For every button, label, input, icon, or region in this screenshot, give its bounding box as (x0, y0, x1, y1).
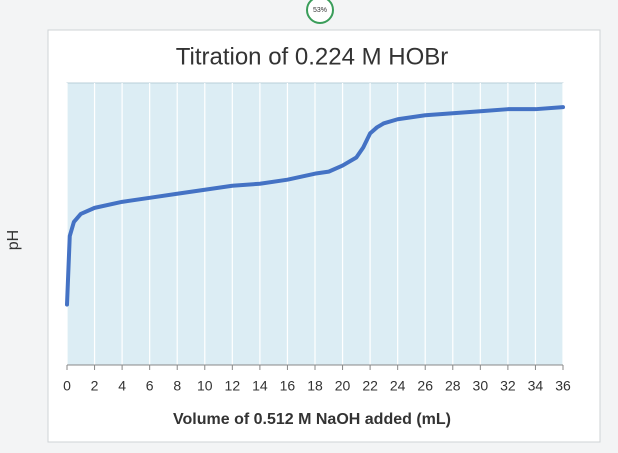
x-tick-label: 16 (280, 378, 296, 394)
progress-indicator (306, 0, 334, 24)
x-tick-label: 18 (307, 378, 323, 394)
x-tick-label: 2 (91, 378, 99, 394)
data-line (65, 105, 565, 307)
x-axis-label: Volume of 0.512 M NaOH added (mL) (173, 411, 451, 428)
y-axis-label: pH (5, 230, 22, 250)
x-tick-label: 20 (335, 378, 351, 394)
x-tick-label: 36 (555, 378, 571, 394)
x-tick-label: 32 (500, 378, 516, 394)
x-tick-label: 8 (173, 378, 181, 394)
x-tick-label: 28 (445, 378, 461, 394)
x-tick-label: 10 (197, 378, 213, 394)
x-tick-label: 34 (528, 378, 544, 394)
x-tick-label: 26 (417, 378, 433, 394)
x-tick-label: 12 (225, 378, 241, 394)
x-tick-label: 30 (473, 378, 489, 394)
chart-title: Titration of 0.224 M HOBr (176, 43, 449, 70)
progress-label: 53% (313, 7, 327, 14)
x-tick-label: 0 (63, 378, 71, 394)
x-tick-label: 4 (118, 378, 126, 394)
x-tick-label: 14 (252, 378, 268, 394)
x-tick-label: 22 (362, 378, 378, 394)
x-tick-label: 24 (390, 378, 406, 394)
x-tick-label: 6 (146, 378, 154, 394)
